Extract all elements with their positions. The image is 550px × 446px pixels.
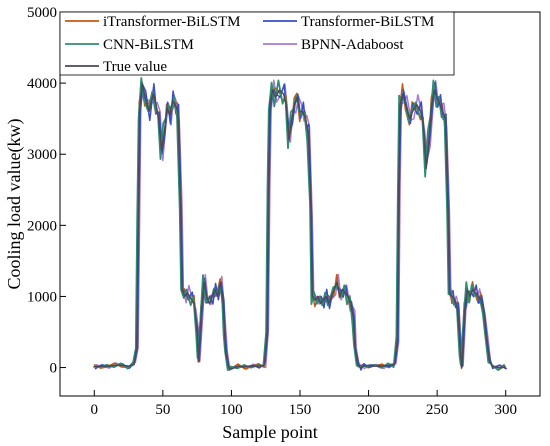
x-tick-label: 150 <box>289 402 312 418</box>
y-axis-label: Cooling load value(kw) <box>4 119 25 290</box>
y-tick-label: 1000 <box>27 289 57 305</box>
y-tick-label: 4000 <box>27 76 57 92</box>
y-tick-label: 5000 <box>27 5 57 21</box>
x-tick-label: 50 <box>155 402 170 418</box>
legend-label-true-value: True value <box>103 59 167 75</box>
x-tick-label: 0 <box>91 402 99 418</box>
x-tick-label: 300 <box>494 402 517 418</box>
series-layer <box>93 77 508 371</box>
legend-label-bpnn-adaboost: BPNN-Adaboost <box>301 37 404 53</box>
series-line-cnn-bilstm <box>93 77 506 371</box>
y-tick-label: 0 <box>50 361 58 377</box>
legend-label-cnn-bilstm: CNN-BiLSTM <box>103 37 194 53</box>
x-tick-label: 200 <box>357 402 380 418</box>
x-tick-label: 250 <box>426 402 449 418</box>
y-tick-label: 2000 <box>27 218 57 234</box>
series-line-itransformer-bilstm <box>93 83 506 371</box>
y-tick-label: 3000 <box>27 147 57 163</box>
x-tick-label: 100 <box>220 402 243 418</box>
legend-box <box>59 11 455 76</box>
x-axis-label: Sample point <box>222 422 318 442</box>
series-line-true-value <box>94 82 506 370</box>
legend-label-transformer-bilstm: Transformer-BiLSTM <box>301 14 434 30</box>
legend: iTransformer-BiLSTM Transformer-BiLSTM C… <box>59 11 455 76</box>
legend-label-itransformer-bilstm: iTransformer-BiLSTM <box>103 14 240 30</box>
